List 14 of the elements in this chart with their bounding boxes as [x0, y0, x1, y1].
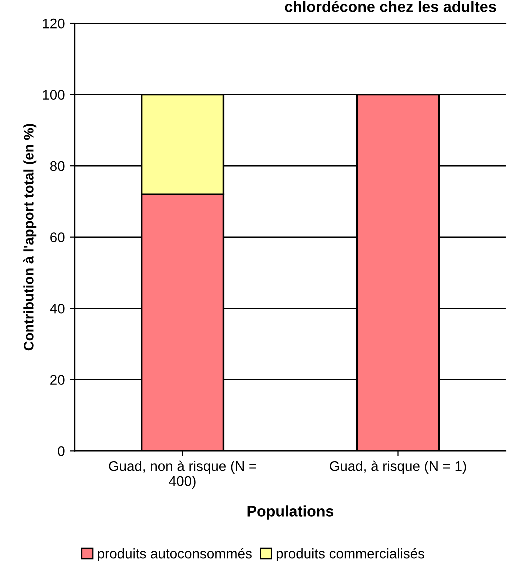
- y-tick-label: 60: [50, 232, 65, 243]
- y-tick-label: 80: [50, 161, 65, 172]
- legend-label: produits commercialisés: [276, 548, 425, 562]
- x-tick-label: Guad, non à risque (N = 400): [109, 460, 256, 489]
- y-tick-label: 120: [43, 18, 65, 29]
- y-axis-title: Contribution à l'apport total (en %): [24, 124, 37, 351]
- legend-label: produits autoconsommés: [98, 548, 252, 562]
- y-tick-label: 20: [50, 375, 65, 386]
- x-tick-label: Guad, à risque (N = 1): [330, 460, 466, 474]
- y-tick-label: 0: [58, 446, 65, 456]
- x-axis-title: Populations: [248, 506, 334, 520]
- chart-title: chlordécone chez les adultes: [285, 1, 496, 12]
- y-tick-label: 40: [50, 304, 65, 314]
- y-tick-label: 100: [43, 90, 65, 100]
